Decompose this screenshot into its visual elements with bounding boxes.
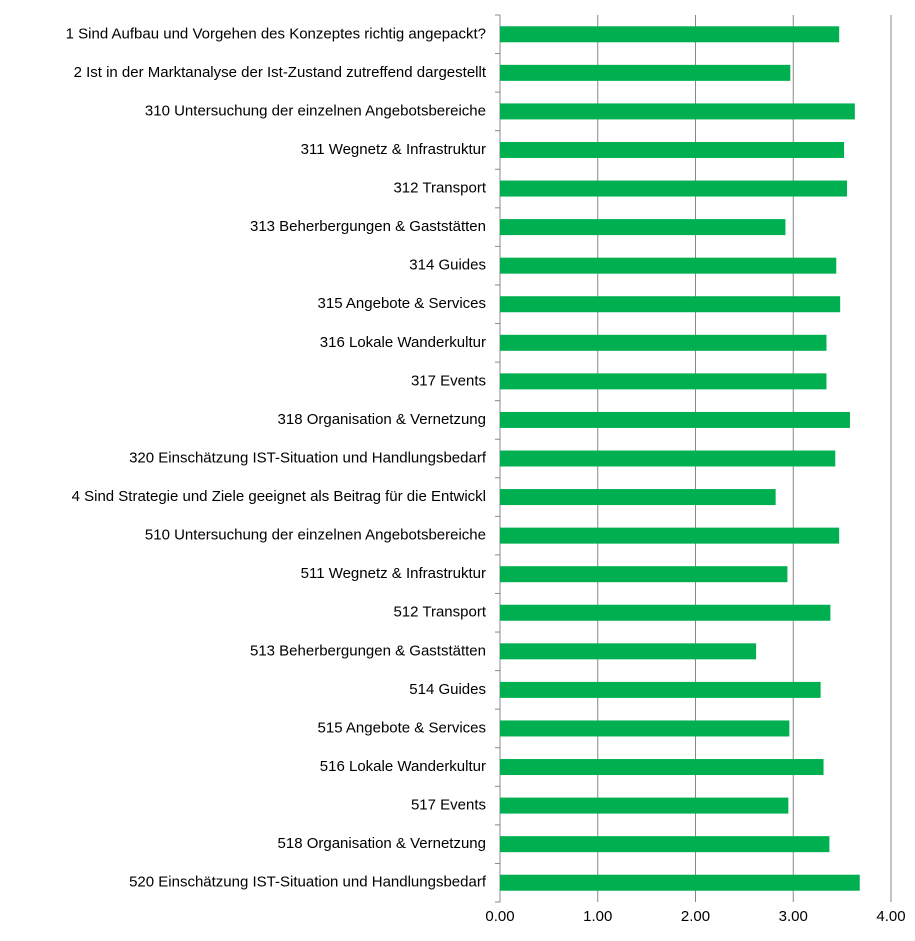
y-tick-label: 518 Organisation & Vernetzung	[278, 835, 486, 852]
bar	[500, 334, 827, 351]
bar	[500, 797, 789, 814]
bar	[500, 604, 831, 621]
bar	[500, 527, 840, 544]
x-tick-label: 1.00	[583, 908, 612, 925]
bar	[500, 759, 824, 776]
y-tick-label: 520 Einschätzung IST-Situation und Handl…	[129, 874, 487, 891]
y-tick-label: 317 Events	[411, 372, 486, 389]
y-tick-label: 510 Untersuchung der einzelnen Angebotsb…	[145, 527, 486, 544]
y-tick-label: 517 Events	[411, 797, 486, 814]
y-tick-label: 316 Lokale Wanderkultur	[320, 334, 486, 351]
y-tick-label: 1 Sind Aufbau und Vorgehen des Konzeptes…	[66, 25, 486, 42]
y-tick-label: 315 Angebote & Services	[318, 295, 486, 312]
bar	[500, 874, 860, 891]
bar	[500, 26, 840, 43]
y-tick-label: 511 Wegnetz & Infrastruktur	[301, 565, 486, 582]
bar	[500, 836, 830, 853]
y-tick-label: 4 Sind Strategie und Ziele geeignet als …	[72, 488, 486, 505]
y-tick-label: 320 Einschätzung IST-Situation und Handl…	[129, 449, 487, 466]
y-tick-label: 515 Angebote & Services	[318, 719, 486, 736]
bar	[500, 450, 836, 467]
y-tick-label: 310 Untersuchung der einzelnen Angebotsb…	[145, 102, 486, 119]
bar	[500, 64, 791, 81]
bar	[500, 373, 827, 390]
x-tick-label: 4.00	[876, 908, 905, 925]
y-tick-label: 516 Lokale Wanderkultur	[320, 758, 486, 775]
bar	[500, 180, 848, 197]
bar	[500, 411, 850, 428]
bar	[500, 681, 821, 698]
bar	[500, 257, 837, 274]
x-tick-label: 3.00	[779, 908, 808, 925]
y-tick-label: 513 Beherbergungen & Gaststätten	[250, 642, 486, 659]
x-tick-label: 2.00	[681, 908, 710, 925]
bar	[500, 489, 776, 506]
bar	[500, 141, 845, 158]
y-tick-label: 318 Organisation & Vernetzung	[278, 411, 486, 428]
y-tick-label: 514 Guides	[409, 681, 486, 698]
y-tick-label: 313 Beherbergungen & Gaststätten	[250, 218, 486, 235]
x-tick-label: 0.00	[485, 908, 514, 925]
y-tick-label: 2 Ist in der Marktanalyse der Ist-Zustan…	[74, 64, 487, 81]
y-tick-label: 314 Guides	[409, 257, 486, 274]
y-tick-label: 311 Wegnetz & Infrastruktur	[301, 141, 486, 158]
bar	[500, 566, 788, 583]
bar	[500, 643, 757, 660]
y-tick-label: 312 Transport	[393, 180, 486, 197]
bar	[500, 219, 786, 236]
bar	[500, 103, 855, 120]
y-tick-label: 512 Transport	[393, 604, 486, 621]
bar	[500, 720, 790, 737]
bar	[500, 296, 841, 313]
